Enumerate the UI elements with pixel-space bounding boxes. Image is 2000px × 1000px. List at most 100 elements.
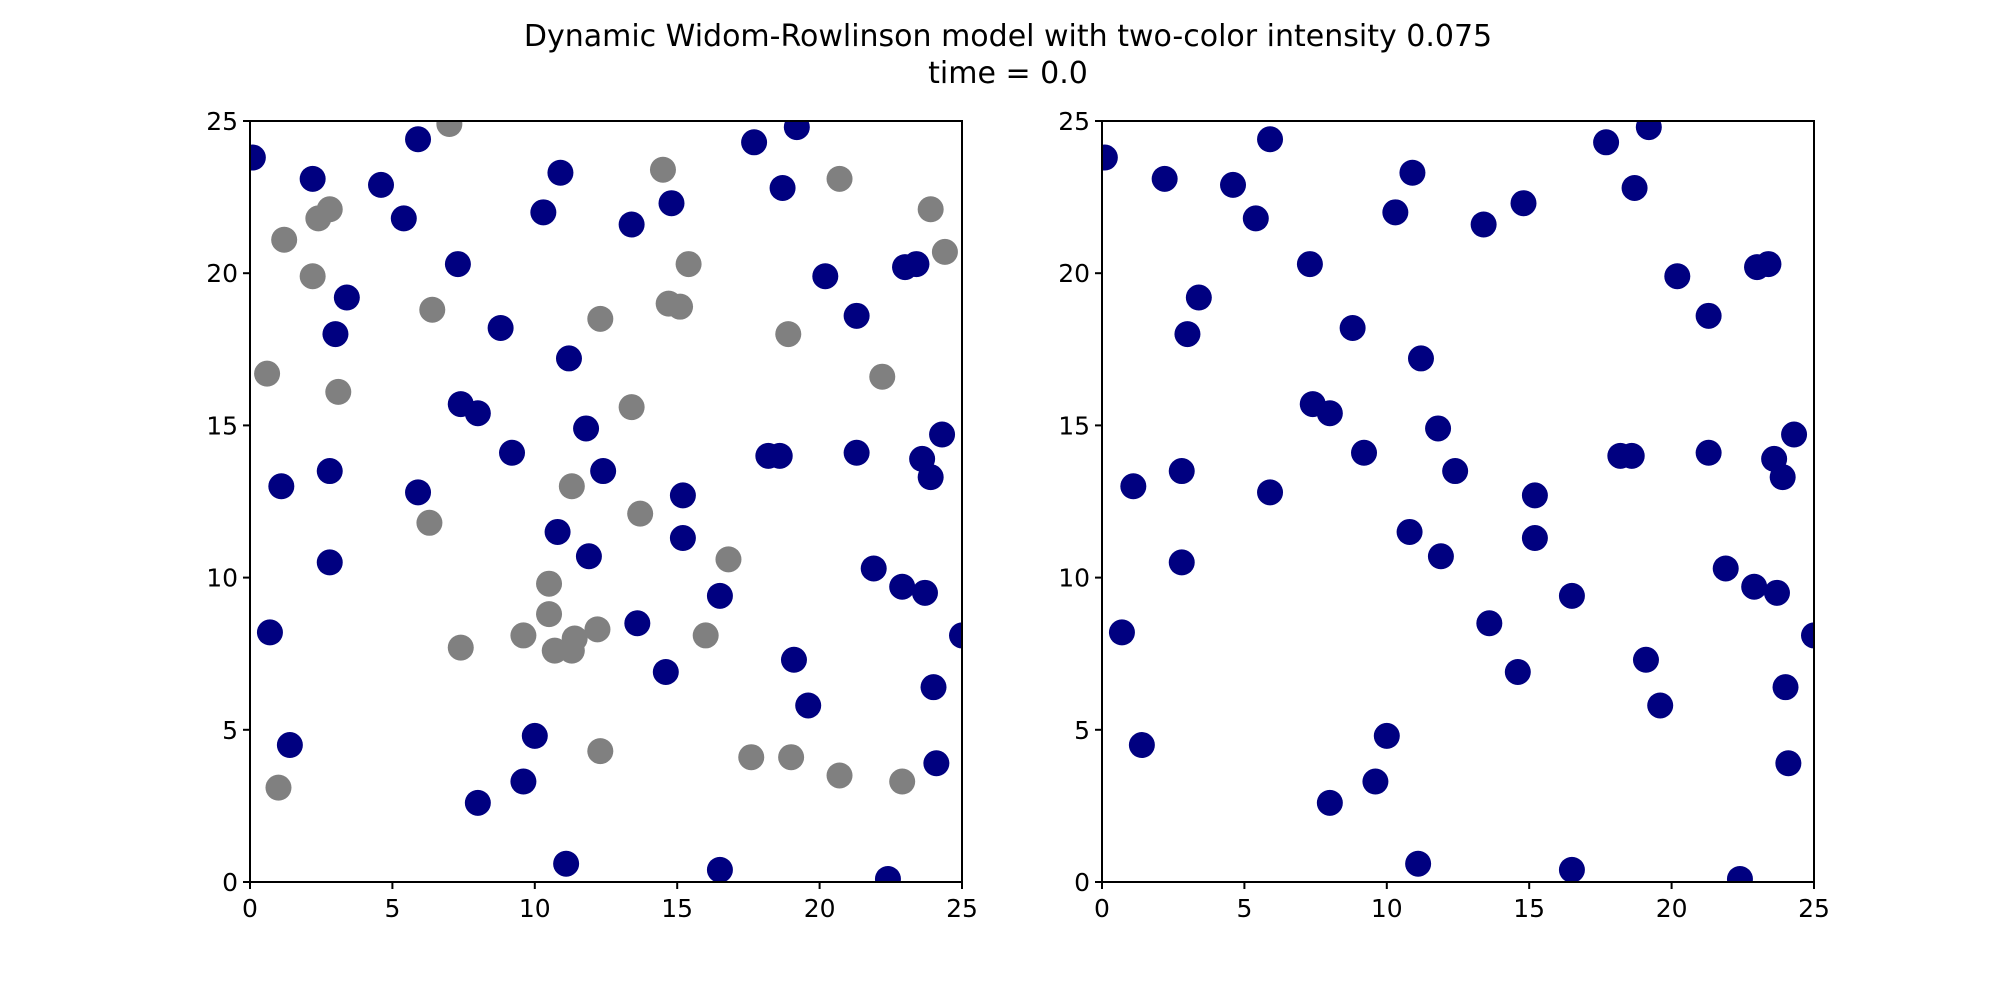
- left-point-gray-0: [436, 121, 463, 138]
- right-point-layer: [1102, 121, 1814, 882]
- right-point-blue-32: [1120, 473, 1147, 500]
- right-point-blue-51: [1373, 722, 1400, 749]
- right-point-blue-56: [1405, 850, 1432, 877]
- left-x-tick-label-10: 10: [519, 894, 551, 923]
- right-point-blue-9: [1593, 129, 1620, 156]
- left-axes-frame: [249, 120, 963, 883]
- right-point-blue-1: [1151, 165, 1178, 192]
- left-point-blue-13: [322, 321, 349, 348]
- right-point-blue-5: [1399, 159, 1426, 186]
- left-point-blue-16: [555, 345, 582, 372]
- left-point-blue-37: [669, 482, 696, 509]
- left-point-blue-31: [929, 421, 956, 448]
- left-point-gray-18: [618, 394, 645, 421]
- right-point-blue-28: [1695, 439, 1722, 466]
- left-point-gray-9: [675, 251, 702, 278]
- left-point-gray-6: [316, 196, 343, 223]
- left-point-blue-17: [812, 263, 839, 290]
- left-point-blue-42: [911, 579, 938, 606]
- right-point-blue-8: [1510, 190, 1537, 217]
- right-point-blue-20: [1755, 251, 1782, 278]
- left-point-gray-34: [778, 744, 805, 771]
- right-point-blue-35: [1396, 518, 1423, 545]
- right-point-blue-57: [1558, 856, 1585, 882]
- left-point-gray-19: [558, 473, 585, 500]
- left-point-gray-20: [416, 509, 443, 536]
- left-point-blue-2: [368, 171, 395, 198]
- right-point-blue-41: [1741, 573, 1768, 600]
- left-point-gray-23: [536, 570, 563, 597]
- right-x-tick-label-5: 5: [1236, 894, 1252, 923]
- left-y-tick-label-5: 5: [222, 716, 238, 745]
- left-x-tick-label-5: 5: [384, 894, 400, 923]
- left-point-gray-1: [649, 156, 676, 183]
- left-point-gray-7: [271, 226, 298, 253]
- left-point-blue-10: [783, 121, 810, 141]
- left-point-gray-2: [826, 165, 853, 192]
- right-point-blue-27: [1618, 442, 1645, 469]
- right-x-tick-label-10: 10: [1371, 894, 1403, 923]
- left-point-blue-8: [658, 190, 685, 217]
- left-point-blue-51: [521, 722, 548, 749]
- right-point-blue-40: [1712, 555, 1739, 582]
- right-point-blue-43: [1558, 582, 1585, 609]
- left-y-tick-label-0: 0: [222, 868, 238, 897]
- left-point-blue-50: [920, 674, 947, 701]
- left-point-blue-46: [652, 658, 679, 685]
- right-y-tick-label-20: 20: [1058, 259, 1090, 288]
- left-point-gray-12: [419, 296, 446, 323]
- left-point-blue-49: [795, 692, 822, 719]
- right-axes-frame: [1101, 120, 1815, 883]
- right-point-blue-2: [1220, 171, 1247, 198]
- left-point-blue-32: [268, 473, 295, 500]
- left-point-blue-24: [573, 415, 600, 442]
- right-y-tick-label-10: 10: [1058, 564, 1090, 593]
- right-point-blue-16: [1407, 345, 1434, 372]
- left-point-blue-12: [333, 284, 360, 311]
- right-point-blue-58: [1726, 865, 1753, 882]
- left-point-blue-9: [741, 129, 768, 156]
- left-point-blue-5: [547, 159, 574, 186]
- left-point-blue-39: [316, 549, 343, 576]
- right-point-blue-50: [1772, 674, 1799, 701]
- left-point-blue-45: [624, 610, 651, 637]
- left-point-blue-6: [530, 199, 557, 226]
- left-point-blue-1: [299, 165, 326, 192]
- left-point-gray-22: [715, 546, 742, 573]
- left-point-blue-47: [780, 646, 807, 673]
- left-point-gray-35: [826, 762, 853, 789]
- left-point-blue-40: [860, 555, 887, 582]
- right-point-blue-24: [1425, 415, 1452, 442]
- left-point-layer: [250, 121, 962, 882]
- left-point-gray-33: [738, 744, 765, 771]
- left-point-blue-4: [390, 205, 417, 232]
- left-point-blue-48: [949, 622, 962, 649]
- left-point-gray-4: [931, 238, 958, 265]
- right-x-tick-label-25: 25: [1798, 894, 1830, 923]
- figure-title-line-1: Dynamic Widom-Rowlinson model with two-c…: [524, 19, 1492, 54]
- left-point-blue-54: [464, 789, 491, 816]
- left-y-tick-label-15: 15: [206, 411, 238, 440]
- left-point-gray-8: [299, 263, 326, 290]
- right-point-blue-15: [1339, 314, 1366, 341]
- left-point-blue-34: [405, 479, 432, 506]
- right-point-blue-14: [1296, 251, 1323, 278]
- right-point-blue-36: [1427, 543, 1454, 570]
- figure-title-line-2: time = 0.0: [928, 56, 1088, 91]
- left-point-blue-7: [618, 211, 645, 238]
- left-point-gray-36: [889, 768, 916, 795]
- left-point-blue-25: [590, 458, 617, 485]
- left-point-gray-14: [775, 321, 802, 348]
- left-point-blue-41: [889, 573, 916, 600]
- right-point-blue-13: [1174, 321, 1201, 348]
- left-point-blue-35: [544, 518, 571, 545]
- left-y-tick-label-25: 25: [206, 107, 238, 136]
- left-y-tick-label-20: 20: [206, 259, 238, 288]
- left-point-gray-29: [561, 625, 588, 652]
- left-point-blue-11: [769, 174, 796, 201]
- right-scatter-panel: 0 5 10 15 20 25 0 5 10 15 20 25: [1058, 107, 1830, 923]
- left-point-gray-30: [584, 616, 611, 643]
- right-point-blue-44: [1108, 619, 1135, 646]
- right-point-blue-4: [1242, 205, 1269, 232]
- right-y-tick-label-15: 15: [1058, 411, 1090, 440]
